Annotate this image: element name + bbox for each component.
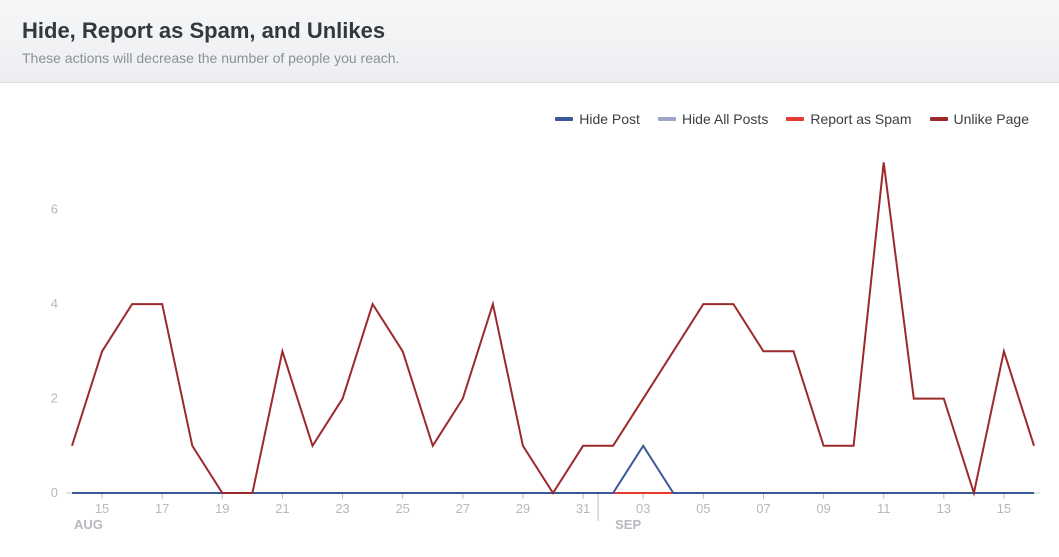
svg-text:2: 2 <box>51 391 58 406</box>
svg-text:11: 11 <box>877 501 891 516</box>
svg-text:09: 09 <box>816 501 830 516</box>
svg-text:29: 29 <box>516 501 530 516</box>
x-axis: 15171921232527293103050709111315AUGSEP <box>66 493 1040 532</box>
svg-text:19: 19 <box>215 501 229 516</box>
chart-header: Hide, Report as Spam, and Unlikes These … <box>0 0 1059 83</box>
svg-text:0: 0 <box>51 485 58 500</box>
svg-text:07: 07 <box>756 501 770 516</box>
svg-text:17: 17 <box>155 501 169 516</box>
svg-text:AUG: AUG <box>74 517 103 532</box>
svg-text:05: 05 <box>696 501 710 516</box>
line-chart-svg: 0246 15171921232527293103050709111315AUG… <box>0 83 1059 550</box>
chart-title: Hide, Report as Spam, and Unlikes <box>22 18 1037 44</box>
series-group <box>72 162 1034 493</box>
svg-text:15: 15 <box>997 501 1011 516</box>
svg-text:23: 23 <box>335 501 349 516</box>
series-hide_post <box>72 446 1034 493</box>
svg-text:31: 31 <box>576 501 590 516</box>
svg-text:6: 6 <box>51 202 58 217</box>
svg-text:15: 15 <box>95 501 109 516</box>
chart-subtitle: These actions will decrease the number o… <box>22 50 1037 66</box>
svg-text:21: 21 <box>275 501 289 516</box>
svg-text:03: 03 <box>636 501 650 516</box>
series-unlike_page <box>72 162 1034 493</box>
svg-text:27: 27 <box>456 501 470 516</box>
y-axis: 0 2 4 6 <box>51 202 58 500</box>
svg-text:SEP: SEP <box>615 517 641 532</box>
svg-text:13: 13 <box>937 501 951 516</box>
svg-text:25: 25 <box>395 501 409 516</box>
chart-area: Hide Post Hide All Posts Report as Spam … <box>0 83 1059 550</box>
svg-text:4: 4 <box>51 296 58 311</box>
